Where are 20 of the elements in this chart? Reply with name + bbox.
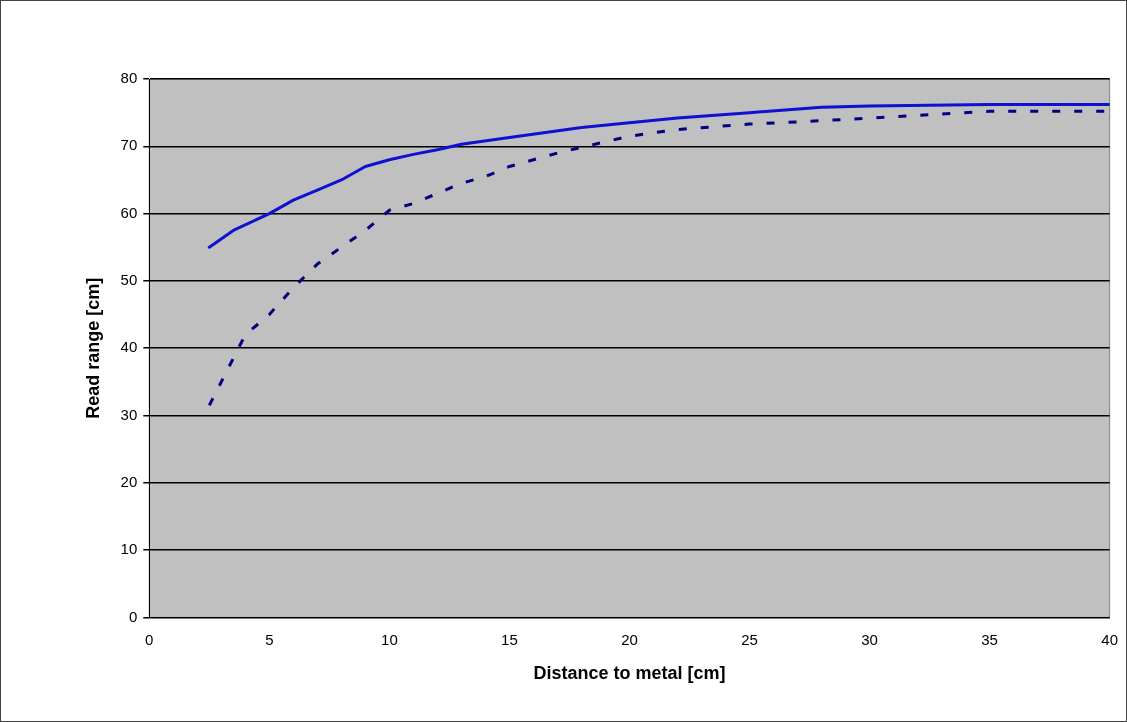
x-tick-label: 10 [381,630,398,648]
y-tick-label: 0 [128,607,138,625]
y-tick-label: 70 [120,136,138,154]
y-tick-label: 80 [120,69,138,87]
x-tick-label: 35 [981,630,998,648]
y-tick-label: 50 [120,271,138,289]
y-tick-label: 60 [120,203,138,221]
y-tick-label: 40 [120,338,138,356]
x-tick-label: 5 [265,630,274,648]
x-tick-label: 0 [145,630,154,648]
x-tick-label: 30 [861,630,878,648]
x-tick-label: 40 [1101,630,1118,648]
x-tick-label: 25 [741,630,758,648]
y-tick-label: 10 [120,540,138,558]
x-tick-label: 15 [501,630,518,648]
y-tick-label: 20 [120,472,138,490]
y-tick-label: 30 [120,405,138,423]
x-tick-label: 20 [621,630,638,648]
x-axis-title: Distance to metal [cm] [533,663,726,684]
y-axis-title: Read range [cm] [82,277,103,419]
